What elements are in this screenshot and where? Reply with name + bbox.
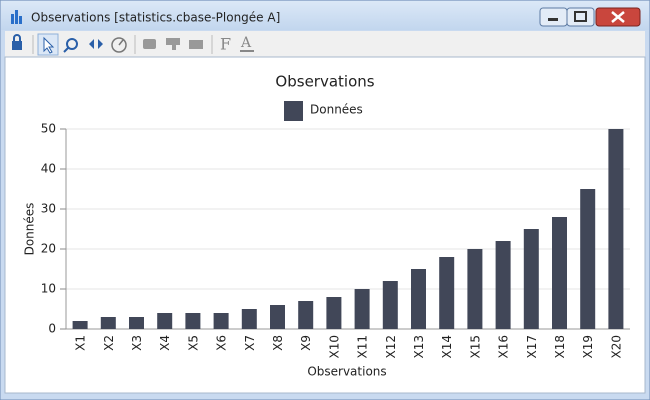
legend-label: Données	[310, 103, 363, 117]
bar	[467, 249, 483, 329]
x-tick-label: X4	[158, 335, 172, 351]
bar	[552, 217, 567, 329]
bar	[354, 289, 370, 329]
x-tick-label: X7	[243, 335, 257, 351]
bar	[580, 189, 596, 329]
font-tool[interactable]: F	[220, 35, 231, 54]
app-icon	[11, 10, 22, 24]
x-tick-label: X3	[130, 335, 144, 351]
bar	[439, 257, 455, 329]
x-tick-label: X1	[74, 335, 88, 351]
x-tick-label: X2	[102, 335, 116, 351]
toolbar-icons: F A	[12, 33, 254, 56]
x-tick-label: X20	[609, 335, 623, 359]
zoom-tool[interactable]	[66, 38, 78, 50]
chart-area	[4, 56, 646, 394]
pan-tool[interactable]	[89, 39, 103, 49]
tool-b[interactable]	[166, 38, 180, 45]
bar	[523, 229, 539, 329]
bar	[157, 313, 173, 329]
bar	[298, 301, 314, 329]
bar	[72, 321, 88, 329]
close-glyph	[611, 11, 625, 23]
x-tick-label: X19	[581, 335, 595, 359]
x-tick-label: X8	[271, 335, 285, 351]
x-tick-label: X17	[525, 335, 539, 359]
x-tick-label: X15	[468, 335, 482, 359]
y-tick-label: 50	[41, 122, 56, 136]
bar	[100, 317, 116, 329]
x-tick-label: X14	[440, 335, 454, 359]
chart-title: Observations	[275, 73, 374, 91]
x-tick-label: X16	[497, 335, 511, 359]
lock-tool[interactable]	[12, 41, 22, 50]
tool-a[interactable]	[143, 39, 156, 49]
bar	[185, 313, 201, 329]
x-tick-label: X11	[356, 335, 370, 359]
maximize-glyph	[574, 11, 587, 22]
y-tick-label: 30	[41, 202, 56, 216]
text-tool[interactable]: A	[240, 35, 252, 51]
bar	[241, 309, 257, 329]
minimize-button[interactable]	[539, 7, 568, 27]
x-tick-label: X5	[186, 335, 200, 351]
bar	[270, 305, 285, 329]
x-axis-label: Observations	[307, 365, 386, 379]
bar	[213, 313, 229, 329]
bar	[129, 317, 144, 329]
y-tick-label: 40	[41, 162, 56, 176]
x-tick-label: X9	[299, 335, 313, 351]
y-tick-label: 0	[48, 322, 56, 336]
bar	[495, 241, 511, 329]
x-tick-label: X18	[553, 335, 567, 359]
chart: Observations Observations Données 0 10 20 3…	[23, 73, 630, 379]
y-tick-label: 20	[41, 242, 56, 256]
y-axis-label: Données	[23, 203, 37, 256]
legend-swatch	[284, 101, 303, 121]
tool-c[interactable]	[189, 40, 203, 49]
window-title: Observations [statistics.cbase-Plongée A…	[31, 11, 280, 25]
minimize-glyph	[548, 18, 558, 21]
x-tick-label: X12	[384, 335, 398, 359]
rotate-tool[interactable]	[111, 37, 127, 53]
x-tick-label: X13	[412, 335, 426, 359]
x-tick-label: X6	[215, 335, 229, 351]
bar	[382, 281, 398, 329]
maximize-button[interactable]	[566, 7, 595, 27]
x-tick-label: X10	[327, 335, 341, 359]
bar	[411, 269, 426, 329]
bar	[608, 129, 624, 329]
y-tick-label: 10	[41, 282, 56, 296]
bar	[326, 297, 342, 329]
